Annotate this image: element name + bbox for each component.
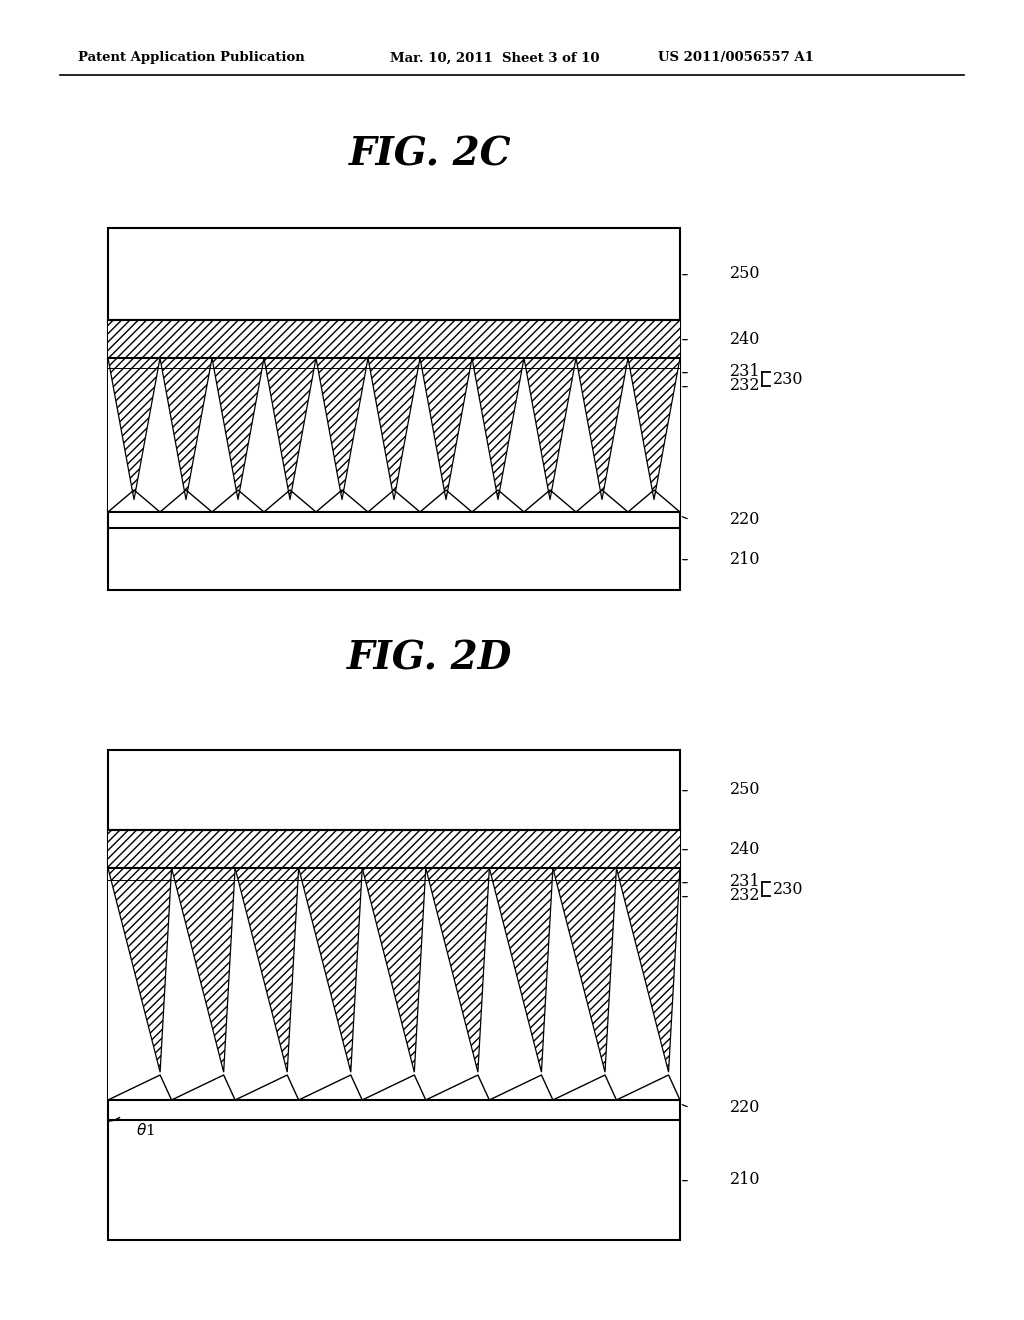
Text: FIG. 2D: FIG. 2D	[347, 639, 513, 677]
Text: 210: 210	[730, 550, 761, 568]
Polygon shape	[616, 869, 680, 1072]
Polygon shape	[472, 358, 524, 500]
Bar	[108, 750, 680, 1239]
Polygon shape	[553, 869, 616, 1072]
Polygon shape	[108, 358, 160, 500]
Text: US 2011/0056557 A1: US 2011/0056557 A1	[658, 51, 814, 65]
Polygon shape	[316, 358, 368, 500]
Text: $\theta$1: $\theta$1	[136, 1122, 155, 1138]
Text: 250: 250	[730, 265, 761, 282]
Text: Mar. 10, 2011  Sheet 3 of 10: Mar. 10, 2011 Sheet 3 of 10	[390, 51, 599, 65]
Bar	[108, 830, 680, 869]
Bar	[108, 228, 680, 590]
Text: 220: 220	[730, 511, 761, 528]
Polygon shape	[362, 869, 426, 1072]
Polygon shape	[575, 358, 628, 500]
Text: 250: 250	[730, 781, 761, 799]
Text: 231: 231	[730, 874, 761, 891]
Text: 230: 230	[773, 880, 804, 898]
Polygon shape	[489, 869, 553, 1072]
Bar	[108, 358, 680, 512]
Text: 231: 231	[730, 363, 761, 380]
Text: FIG. 2C: FIG. 2C	[349, 136, 511, 174]
Text: 240: 240	[730, 330, 761, 347]
Bar	[108, 869, 680, 1100]
Polygon shape	[172, 869, 236, 1072]
Text: 232: 232	[730, 378, 761, 395]
Text: 220: 220	[730, 1098, 761, 1115]
Polygon shape	[524, 358, 575, 500]
Polygon shape	[108, 869, 172, 1072]
Text: 232: 232	[730, 887, 761, 904]
Text: 230: 230	[773, 371, 804, 388]
Text: 240: 240	[730, 841, 761, 858]
Polygon shape	[264, 358, 316, 500]
Bar	[108, 319, 680, 358]
Polygon shape	[299, 869, 362, 1072]
Polygon shape	[212, 358, 264, 500]
Text: 210: 210	[730, 1172, 761, 1188]
Polygon shape	[628, 358, 680, 500]
Polygon shape	[426, 869, 489, 1072]
Polygon shape	[420, 358, 472, 500]
Text: Patent Application Publication: Patent Application Publication	[78, 51, 305, 65]
Polygon shape	[368, 358, 420, 500]
Polygon shape	[236, 869, 299, 1072]
Polygon shape	[160, 358, 212, 500]
